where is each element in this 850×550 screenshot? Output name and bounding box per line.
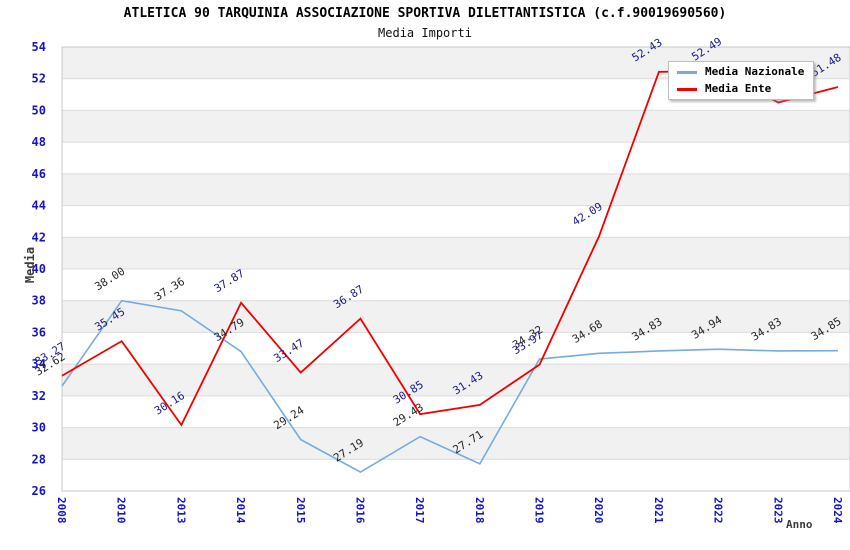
- x-tick-label: 2013: [174, 497, 187, 524]
- y-grid-band: [62, 110, 850, 143]
- legend-item: Media Nazionale: [677, 66, 805, 78]
- y-tick-label: 54: [32, 40, 46, 54]
- x-tick-label: 2019: [533, 497, 546, 524]
- legend-label: Media Nazionale: [705, 65, 805, 78]
- legend: Media Nazionale Media Ente: [668, 61, 814, 100]
- x-tick-label: 2024: [831, 497, 844, 524]
- y-tick-label: 42: [32, 230, 46, 244]
- legend-swatch-icon: [677, 87, 697, 91]
- y-tick-label: 48: [32, 135, 46, 149]
- x-tick-label: 2021: [652, 497, 665, 524]
- legend-swatch-icon: [677, 70, 697, 74]
- y-tick-label: 52: [32, 72, 46, 86]
- y-grid-band: [62, 364, 850, 396]
- data-point-label-ente: 33.47: [271, 337, 306, 366]
- y-grid-band: [62, 300, 850, 333]
- legend-label: Media Ente: [705, 82, 772, 95]
- x-tick-label: 2015: [294, 497, 307, 524]
- x-tick-label: 2010: [115, 497, 128, 524]
- chart-subtitle: Media Importi: [378, 26, 472, 40]
- y-tick-label: 26: [32, 484, 46, 498]
- y-axis-title: Media: [23, 246, 37, 284]
- y-tick-label: 50: [32, 103, 46, 117]
- y-tick-label: 30: [32, 421, 46, 435]
- chart-title: ATLETICA 90 TARQUINIA ASSOCIAZIONE SPORT…: [123, 6, 727, 21]
- y-tick-label: 40: [32, 262, 46, 276]
- x-tick-label: 2023: [771, 497, 784, 524]
- x-tick-label: 2016: [353, 497, 366, 524]
- y-tick-label: 28: [32, 452, 46, 466]
- x-tick-label: 2018: [473, 497, 486, 524]
- x-axis-title: Anno: [786, 518, 813, 531]
- x-tick-label: 2017: [413, 497, 426, 524]
- y-tick-label: 46: [32, 167, 46, 181]
- data-point-label-nazionale: 37.36: [152, 275, 187, 304]
- x-tick-label: 2022: [712, 497, 725, 524]
- y-tick-label: 36: [32, 325, 46, 339]
- x-tick-label: 2014: [234, 497, 247, 524]
- y-grid-band: [62, 173, 850, 206]
- y-tick-label: 34: [32, 357, 46, 371]
- y-grid-band: [62, 427, 850, 460]
- y-tick-label: 32: [32, 389, 46, 403]
- y-tick-label: 38: [32, 294, 46, 308]
- plot-border: [61, 46, 850, 492]
- data-point-label-ente: 37.87: [212, 267, 247, 296]
- y-grid-band: [62, 237, 850, 269]
- series-line-nazionale: [61, 299, 838, 474]
- legend-item: Media Ente: [677, 83, 805, 95]
- x-tick-label: 2008: [55, 497, 68, 524]
- x-tick-label: 2020: [592, 497, 605, 524]
- y-tick-label: 44: [32, 199, 46, 213]
